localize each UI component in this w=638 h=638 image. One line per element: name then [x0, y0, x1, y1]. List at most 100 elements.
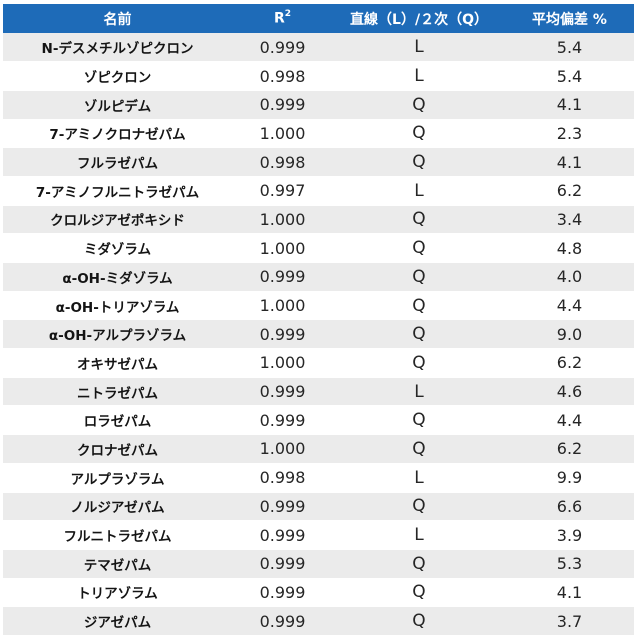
cell-r2: 0.999: [232, 319, 333, 350]
cell-name: ノルジアゼパム: [3, 492, 232, 522]
table-row: α-OH-アルプラゾラム 0.999 Q 9.0: [3, 319, 634, 350]
cell-deviation: 4.6: [505, 377, 634, 407]
cell-name: アルプラゾラム: [3, 463, 232, 493]
cell-deviation: 6.2: [505, 348, 634, 378]
cell-r2: 0.999: [232, 492, 333, 522]
table-header-row: 名前 R2 直線（L）/２次（Q） 平均偏差 %: [3, 4, 634, 33]
cell-fit: Q: [333, 233, 505, 263]
cell-fit: Q: [333, 492, 505, 522]
table-row: クロナゼパム 1.000 Q 6.2: [3, 434, 634, 464]
table-body: N-デスメチルゾピクロン 0.999 L 5.4 ゾピクロン 0.998 L 5.4 ゾルピデム…: [3, 33, 634, 636]
cell-name: α-OH-ミダゾラム: [3, 262, 232, 292]
cell-deviation: 4.4: [505, 291, 634, 321]
table-row: テマゼパム 0.999 Q 5.3: [3, 549, 634, 579]
cell-deviation: 4.1: [505, 90, 634, 120]
cell-deviation: 9.0: [505, 319, 634, 350]
cell-r2: 0.997: [232, 176, 333, 206]
cell-name: フルニトラゼパム: [3, 520, 232, 550]
cell-deviation: 9.9: [505, 463, 634, 493]
results-table: 名前 R2 直線（L）/２次（Q） 平均偏差 % N-デスメチルゾピクロン 0.9…: [3, 4, 634, 636]
cell-deviation: 4.4: [505, 405, 634, 436]
cell-deviation: 6.2: [505, 176, 634, 206]
cell-fit: L: [333, 33, 505, 63]
cell-fit: Q: [333, 348, 505, 378]
table-row: フルニトラゼパム 0.999 L 3.9: [3, 520, 634, 550]
cell-fit: L: [333, 520, 505, 550]
cell-name: 7-アミノクロナゼパム: [3, 119, 232, 149]
cell-r2: 1.000: [232, 348, 333, 378]
cell-r2: 0.998: [232, 463, 333, 493]
cell-r2: 0.999: [232, 262, 333, 292]
table-row: 7-アミノクロナゼパム 1.000 Q 2.3: [3, 119, 634, 149]
cell-r2: 0.999: [232, 520, 333, 550]
cell-fit: Q: [333, 319, 505, 350]
table-row: クロルジアゼポキシド 1.000 Q 3.4: [3, 205, 634, 235]
results-table-container: 名前 R2 直線（L）/２次（Q） 平均偏差 % N-デスメチルゾピクロン 0.9…: [3, 4, 634, 636]
header-r2: R2: [232, 4, 333, 33]
cell-deviation: 4.0: [505, 262, 634, 292]
table-row: トリアゾラム 0.999 Q 4.1: [3, 578, 634, 608]
cell-name: ゾピクロン: [3, 61, 232, 91]
cell-name: オキサゼパム: [3, 348, 232, 378]
cell-r2: 0.999: [232, 578, 333, 608]
cell-deviation: 5.4: [505, 33, 634, 63]
cell-r2: 1.000: [232, 119, 333, 149]
table-row: アルプラゾラム 0.998 L 9.9: [3, 463, 634, 493]
table-row: ノルジアゼパム 0.999 Q 6.6: [3, 492, 634, 522]
table-row: α-OH-ミダゾラム 0.999 Q 4.0: [3, 262, 634, 292]
cell-r2: 0.999: [232, 90, 333, 120]
cell-fit: Q: [333, 119, 505, 149]
cell-deviation: 4.1: [505, 578, 634, 608]
table-row: 7-アミノフルニトラゼパム 0.997 L 6.2: [3, 176, 634, 206]
cell-fit: L: [333, 61, 505, 91]
cell-r2: 1.000: [232, 233, 333, 263]
cell-r2: 0.999: [232, 377, 333, 407]
table-row: N-デスメチルゾピクロン 0.999 L 5.4: [3, 33, 634, 63]
cell-r2: 0.999: [232, 405, 333, 436]
cell-r2: 0.998: [232, 61, 333, 91]
cell-name: ジアゼパム: [3, 606, 232, 636]
table-row: ゾルピデム 0.999 Q 4.1: [3, 90, 634, 120]
cell-fit: Q: [333, 262, 505, 292]
table-row: ニトラゼパム 0.999 L 4.6: [3, 377, 634, 407]
cell-r2: 1.000: [232, 205, 333, 235]
cell-fit: L: [333, 377, 505, 407]
cell-deviation: 3.9: [505, 520, 634, 550]
table-row: ジアゼパム 0.999 Q 3.7: [3, 606, 634, 636]
cell-r2: 0.998: [232, 147, 333, 177]
table-row: フルラゼパム 0.998 Q 4.1: [3, 147, 634, 177]
cell-deviation: 2.3: [505, 119, 634, 149]
cell-name: ニトラゼパム: [3, 377, 232, 407]
cell-deviation: 6.6: [505, 492, 634, 522]
cell-fit: Q: [333, 405, 505, 436]
cell-fit: Q: [333, 90, 505, 120]
cell-fit: Q: [333, 205, 505, 235]
cell-fit: L: [333, 176, 505, 206]
header-r2-base: R: [273, 10, 285, 27]
cell-name: ミダゾラム: [3, 233, 232, 263]
cell-name: クロナゼパム: [3, 434, 232, 464]
cell-deviation: 6.2: [505, 434, 634, 464]
header-name: 名前: [103, 11, 132, 28]
cell-name: フルラゼパム: [3, 147, 232, 177]
cell-fit: Q: [333, 578, 505, 608]
cell-name: テマゼパム: [3, 549, 232, 579]
cell-deviation: 5.4: [505, 61, 634, 91]
cell-deviation: 3.4: [505, 205, 634, 235]
cell-r2: 1.000: [232, 434, 333, 464]
cell-r2: 0.999: [232, 33, 333, 63]
cell-name: 7-アミノフルニトラゼパム: [3, 176, 232, 206]
table-row: ロラゼパム 0.999 Q 4.4: [3, 405, 634, 436]
cell-name: トリアゾラム: [3, 578, 232, 608]
cell-name: ゾルピデム: [3, 90, 232, 120]
cell-r2: 0.999: [232, 549, 333, 579]
cell-fit: Q: [333, 606, 505, 636]
cell-deviation: 5.3: [505, 549, 634, 579]
header-r2-sup: 2: [284, 9, 292, 20]
header-deviation: 平均偏差 %: [532, 11, 607, 28]
table-row: α-OH-トリアゾラム 1.000 Q 4.4: [3, 291, 634, 321]
cell-name: α-OH-アルプラゾラム: [3, 319, 232, 350]
cell-deviation: 4.8: [505, 233, 634, 263]
table-row: ゾピクロン 0.998 L 5.4: [3, 61, 634, 91]
cell-fit: Q: [333, 434, 505, 464]
